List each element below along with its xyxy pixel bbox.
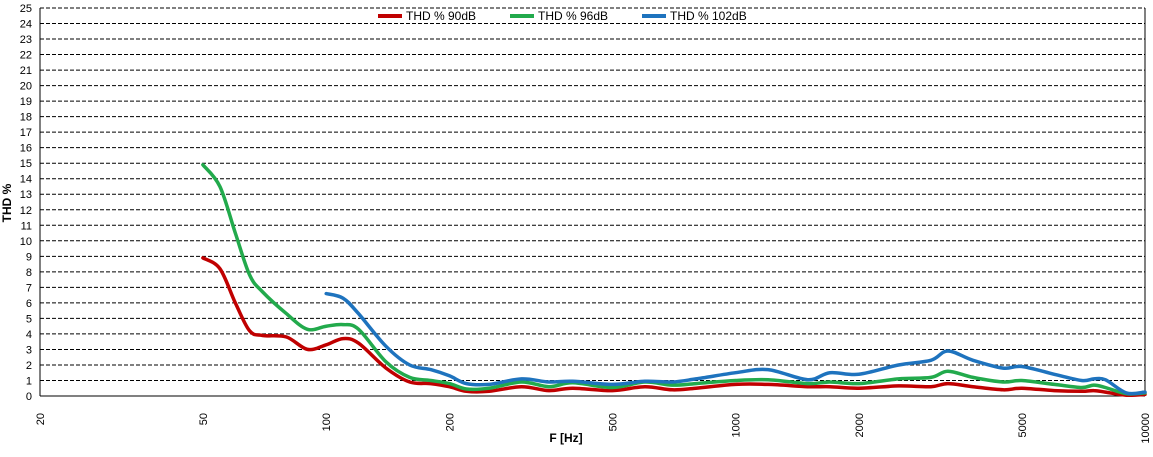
legend-label: THD % 102dB bbox=[670, 9, 747, 23]
y-tick-label: 12 bbox=[20, 205, 32, 217]
x-tick-label: 200 bbox=[444, 413, 456, 431]
legend-item-3: THD % 102dB bbox=[642, 9, 747, 23]
series-layer bbox=[201, 163, 1147, 398]
y-tick-label: 17 bbox=[20, 127, 32, 139]
y-tick-label: 22 bbox=[20, 50, 32, 62]
y-tick-label: 10 bbox=[20, 236, 32, 248]
x-axis-title: F [Hz] bbox=[549, 431, 582, 445]
legend: THD % 90dB THD % 96dB THD % 102dB bbox=[378, 9, 747, 23]
y-tick-label: 23 bbox=[20, 34, 32, 46]
y-tick-label: 25 bbox=[20, 3, 32, 15]
y-tick-label: 0 bbox=[26, 391, 32, 403]
y-tick-label: 7 bbox=[26, 282, 32, 294]
y-tick-label: 3 bbox=[26, 344, 32, 356]
y-tick-label: 20 bbox=[20, 81, 32, 93]
x-tick-label: 1000 bbox=[731, 413, 743, 437]
legend-item-2: THD % 96dB bbox=[510, 9, 608, 23]
x-tick-label: 5000 bbox=[1017, 413, 1029, 437]
series-line-3 bbox=[324, 291, 1147, 396]
legend-label: THD % 96dB bbox=[538, 9, 608, 23]
y-tick-label: 16 bbox=[20, 143, 32, 155]
x-tick-label: 100 bbox=[321, 413, 333, 431]
y-tick-labels: 0123456789101112131415161718192021222324… bbox=[20, 3, 32, 403]
y-axis-title: THD % bbox=[0, 183, 14, 222]
y-tick-label: 14 bbox=[20, 174, 32, 186]
x-tick-labels: 20 50 100 200 500 1000 2000 5000 10000 bbox=[35, 413, 1152, 444]
y-tick-label: 9 bbox=[26, 251, 32, 263]
y-tick-label: 13 bbox=[20, 189, 32, 201]
y-tick-label: 18 bbox=[20, 112, 32, 124]
y-tick-label: 24 bbox=[20, 19, 32, 31]
y-tick-label: 11 bbox=[21, 220, 32, 232]
series-line-1 bbox=[201, 256, 1147, 398]
y-tick-label: 8 bbox=[26, 267, 32, 279]
grid-layer bbox=[39, 7, 1146, 397]
y-tick-label: 4 bbox=[26, 329, 32, 341]
legend-item-1: THD % 90dB bbox=[378, 9, 476, 23]
y-tick-label: 5 bbox=[26, 313, 32, 325]
x-tick-label: 10000 bbox=[1140, 413, 1152, 444]
y-tick-label: 21 bbox=[20, 65, 32, 77]
y-tick-label: 6 bbox=[26, 298, 32, 310]
x-tick-label: 500 bbox=[607, 413, 619, 431]
series-line-2 bbox=[201, 163, 1147, 396]
y-tick-label: 19 bbox=[20, 96, 32, 108]
x-tick-label: 50 bbox=[198, 413, 210, 425]
x-tick-label: 20 bbox=[35, 413, 47, 425]
y-tick-label: 1 bbox=[26, 375, 32, 387]
y-tick-label: 2 bbox=[26, 360, 32, 372]
legend-label: THD % 90dB bbox=[406, 9, 476, 23]
y-tick-label: 15 bbox=[20, 158, 32, 170]
x-tick-label: 2000 bbox=[854, 413, 866, 437]
